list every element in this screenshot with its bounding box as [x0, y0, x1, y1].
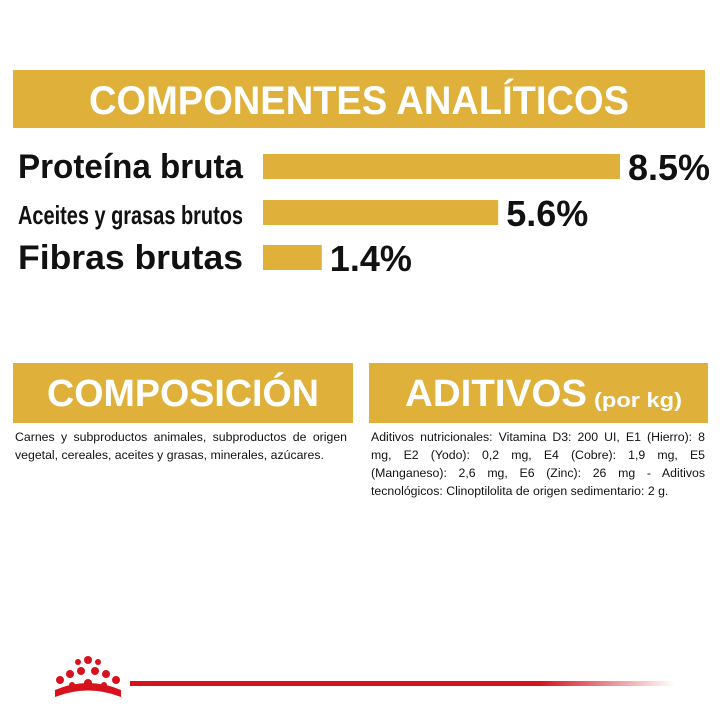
footer-line [130, 681, 675, 686]
title-band [13, 70, 705, 128]
bar [263, 245, 322, 270]
category-label: Aceites y grasas brutos [18, 200, 243, 230]
value-label: 5.6% [506, 193, 588, 234]
additives-title: ADITIVOS [405, 373, 587, 415]
logo [55, 656, 121, 697]
title: COMPONENTES ANALÍTICOS [89, 78, 629, 123]
value-label: 1.4% [330, 238, 412, 279]
bar-rows: Proteína bruta 8.5% Aceites y grasas bruto… [18, 147, 710, 279]
section-band [369, 363, 708, 423]
composition-text: Carnes y subproductos animales, subprodu… [15, 430, 347, 462]
composition-title: COMPOSICIÓN [47, 371, 319, 415]
value-label: 8.5% [628, 147, 710, 188]
additives-text: Aditivos nutricionales: Vitamina D3: 200… [371, 430, 705, 498]
category-label: Fibras brutas [18, 239, 243, 277]
bar [263, 154, 620, 179]
bar [263, 200, 499, 225]
additives-subtitle: (por kg) [594, 390, 682, 412]
section-band [13, 363, 353, 423]
category-label: Proteína bruta [18, 148, 244, 186]
